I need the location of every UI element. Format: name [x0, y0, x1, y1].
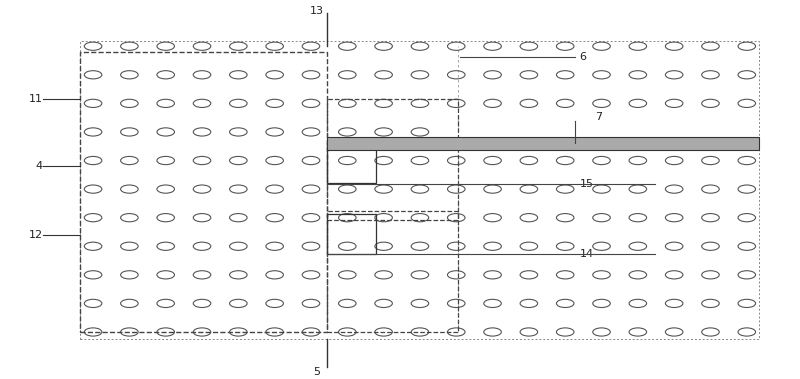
- Bar: [79, 52, 326, 332]
- Text: 12: 12: [29, 230, 43, 240]
- Text: 11: 11: [29, 94, 43, 103]
- Text: 4: 4: [36, 161, 43, 171]
- Text: 13: 13: [310, 6, 324, 16]
- Text: 5: 5: [314, 367, 321, 377]
- Bar: [326, 137, 758, 150]
- Text: 14: 14: [579, 249, 594, 258]
- Bar: [79, 41, 758, 340]
- Bar: [326, 143, 376, 183]
- Text: 7: 7: [595, 112, 602, 122]
- Text: 6: 6: [579, 52, 586, 63]
- Bar: [326, 211, 458, 332]
- Text: 15: 15: [579, 179, 594, 190]
- Bar: [326, 214, 376, 254]
- Bar: [326, 99, 458, 220]
